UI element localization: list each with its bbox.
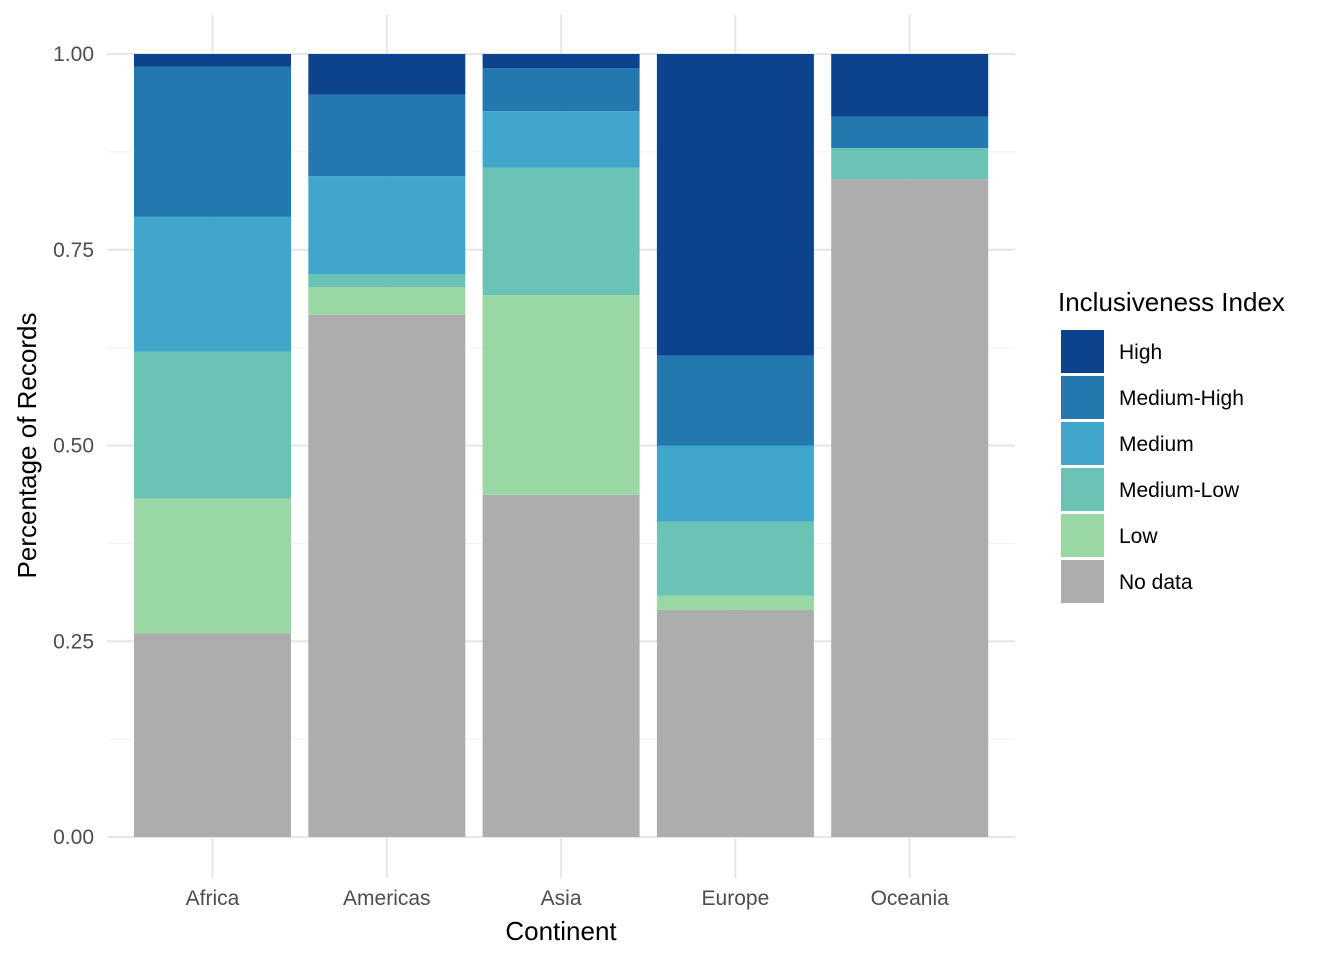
y-axis-title: Percentage of Records xyxy=(12,313,42,579)
bar-segment-asia-medium-high xyxy=(482,68,640,112)
bar-segment-asia-no-data xyxy=(482,494,640,837)
bar-segment-asia-medium xyxy=(482,111,640,168)
bar-segment-africa-medium-low xyxy=(134,351,291,499)
bar-segment-americas-medium xyxy=(308,176,466,275)
x-axis-title: Continent xyxy=(505,916,617,946)
bar-segment-europe-low xyxy=(656,595,814,610)
legend-label: No data xyxy=(1119,571,1193,594)
bar-segment-oceania-medium-high xyxy=(831,116,989,148)
bar-segment-americas-medium-high xyxy=(308,94,466,177)
bar-segment-africa-low xyxy=(134,498,291,634)
legend-label: Medium-High xyxy=(1119,387,1244,410)
y-tick-label: 1.00 xyxy=(53,43,94,66)
y-tick-label: 0.50 xyxy=(53,435,94,458)
legend-swatch xyxy=(1061,422,1104,465)
y-tick-label: 0.00 xyxy=(53,826,94,849)
bar-segment-asia-high xyxy=(482,54,640,69)
bar-segment-oceania-no-data xyxy=(831,179,989,837)
legend-label: Medium xyxy=(1119,433,1194,456)
bar-segment-americas-medium-low xyxy=(308,274,466,288)
legend-label: High xyxy=(1119,341,1162,364)
legend-items: High Medium-High Medium Medium-Low Low No dat… xyxy=(1061,330,1244,603)
y-tick-label: 0.75 xyxy=(53,239,94,262)
x-tick-label: Asia xyxy=(541,887,582,910)
legend-title: Inclusiveness Index xyxy=(1058,287,1285,317)
bar-segment-asia-low xyxy=(482,295,640,495)
x-tick-label: Africa xyxy=(186,887,240,910)
bar-segment-americas-no-data xyxy=(308,314,466,837)
legend-swatch xyxy=(1061,330,1104,373)
bar-segment-europe-medium-low xyxy=(656,521,814,596)
bar-segment-asia-medium-low xyxy=(482,167,640,296)
bar-segment-oceania-high xyxy=(831,54,989,117)
bar-segment-europe-medium xyxy=(656,445,814,522)
bars xyxy=(134,54,989,837)
legend-swatch xyxy=(1061,376,1104,419)
legend-swatch xyxy=(1061,468,1104,511)
bar-segment-europe-high xyxy=(656,54,814,356)
bar-segment-africa-medium xyxy=(134,216,291,352)
bar-segment-africa-no-data xyxy=(134,633,291,837)
bar-segment-americas-high xyxy=(308,54,466,95)
bar-segment-africa-high xyxy=(134,54,291,67)
legend: Inclusiveness Index High Medium-High Mediu… xyxy=(1058,287,1285,603)
bar-segment-africa-medium-high xyxy=(134,66,291,217)
y-axis-ticks: 0.00 0.25 0.50 0.75 1.00 xyxy=(53,43,94,849)
x-tick-label: Americas xyxy=(343,887,431,910)
legend-label: Low xyxy=(1119,525,1158,548)
legend-swatch xyxy=(1061,514,1104,557)
bar-segment-oceania-medium-low xyxy=(831,147,989,180)
bar-segment-americas-low xyxy=(308,287,466,315)
bar-segment-europe-no-data xyxy=(656,609,814,837)
x-tick-label: Oceania xyxy=(871,887,950,910)
bar-segment-europe-medium-high xyxy=(656,355,814,446)
legend-label: Medium-Low xyxy=(1119,479,1240,502)
x-axis-ticks: Africa Americas Asia Europe Oceania xyxy=(186,887,949,910)
y-tick-label: 0.25 xyxy=(53,630,94,653)
x-tick-label: Europe xyxy=(702,887,770,910)
legend-swatch xyxy=(1061,560,1104,603)
